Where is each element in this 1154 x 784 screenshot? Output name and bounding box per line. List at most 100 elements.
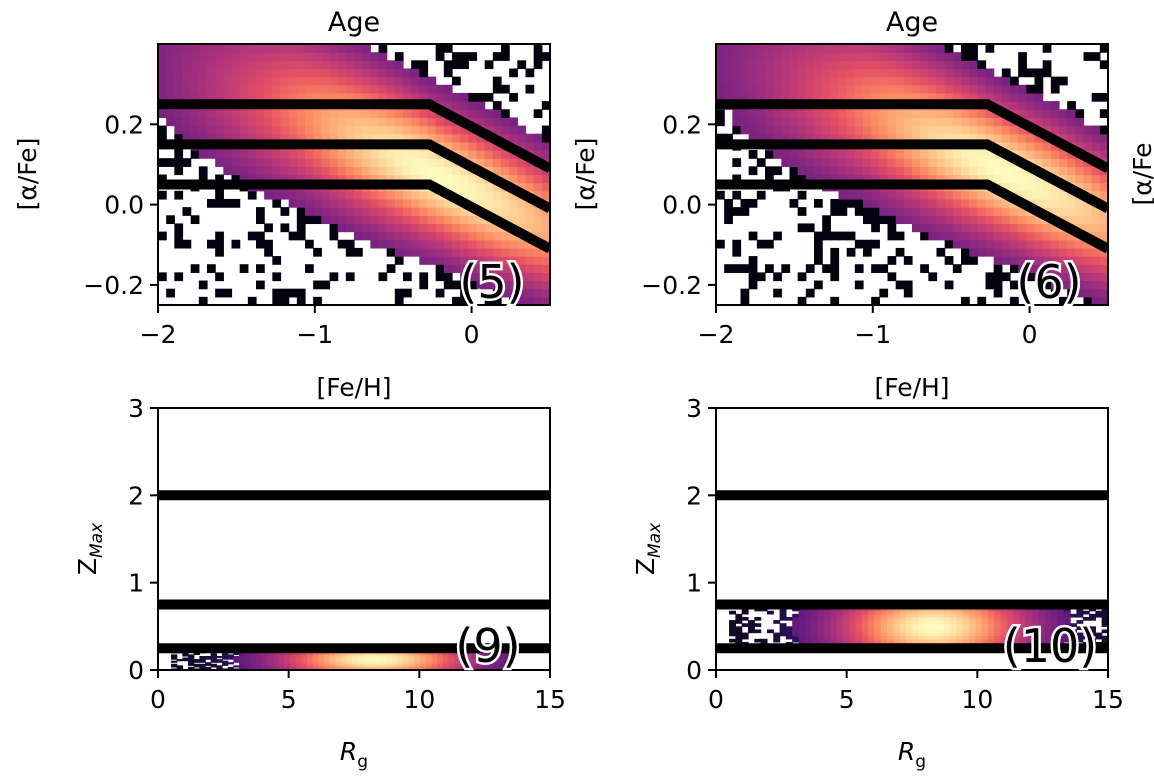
heatmap-cell <box>961 84 970 94</box>
heatmap-cell <box>1018 215 1027 225</box>
heatmap-cell <box>920 231 929 241</box>
heatmap-cell <box>943 632 951 637</box>
heatmap-cell <box>493 652 501 656</box>
heatmap-cell <box>296 231 306 241</box>
heatmap-cell <box>952 109 962 119</box>
heatmap-cell <box>903 84 913 94</box>
heatmap-cell <box>363 652 370 656</box>
heatmap-cell <box>817 620 825 624</box>
heatmap-cell <box>1000 638 1008 643</box>
heatmap-cell <box>525 272 535 282</box>
heatmap-cell <box>1000 623 1008 627</box>
heatmap-cell <box>380 655 387 659</box>
heatmap-cell <box>305 166 314 176</box>
heatmap-cell <box>188 654 195 657</box>
heatmap-cell <box>732 239 742 249</box>
heatmap-cell <box>357 665 365 668</box>
heatmap-cell <box>1075 109 1085 119</box>
heatmap-cell <box>740 125 750 135</box>
heatmap-cell <box>329 223 339 233</box>
heatmap-cell <box>1010 264 1019 273</box>
heatmap-cell <box>924 616 932 621</box>
heatmap-cell <box>378 198 388 208</box>
boundary-line <box>716 179 1108 254</box>
heatmap-cell <box>879 68 889 78</box>
heatmap-cell <box>1091 247 1101 257</box>
heatmap-cell <box>1063 616 1071 621</box>
heatmap-cell <box>394 150 404 159</box>
heatmap-cell <box>779 613 787 618</box>
heatmap-cell <box>773 133 782 143</box>
heatmap-cell <box>912 623 920 627</box>
heatmap-cell <box>1050 166 1060 176</box>
heatmap-cell <box>880 626 888 631</box>
heatmap-cell <box>335 665 342 668</box>
heatmap-cell <box>931 616 939 621</box>
heatmap-cell <box>975 638 983 643</box>
heatmap-cell <box>871 68 880 78</box>
heatmap-cell <box>492 150 502 159</box>
heatmap-cell <box>804 638 812 643</box>
heatmap-cell <box>1026 239 1036 249</box>
heatmap-cell <box>798 616 806 621</box>
heatmap-cell <box>887 76 897 86</box>
heatmap-cell <box>499 655 506 659</box>
heatmap-cell <box>222 652 229 656</box>
heatmap-cell <box>533 166 543 176</box>
heatmap-cell <box>460 296 469 305</box>
x-axis: −2 −1 0 <box>140 305 480 349</box>
heatmap-cell <box>842 635 850 640</box>
heatmap-cell <box>403 109 412 119</box>
heatmap-cell <box>484 264 494 273</box>
heatmap-cell <box>509 92 518 102</box>
heatmap-cell <box>264 239 273 249</box>
heatmap-cell <box>244 654 251 657</box>
heatmap-cell <box>716 52 725 61</box>
heatmap-cell <box>817 623 825 627</box>
heatmap-cell <box>1091 174 1101 184</box>
heatmap-cell <box>716 109 725 119</box>
heatmap-cell <box>977 150 987 159</box>
heatmap-cell <box>1057 623 1065 627</box>
heatmap-cell <box>525 141 535 151</box>
heatmap-cell <box>830 117 840 127</box>
heatmap-cell <box>448 652 455 656</box>
heatmap-cell <box>887 231 897 241</box>
heatmap-cell <box>880 632 888 637</box>
heatmap-cell <box>452 60 461 70</box>
heatmap-cell <box>1032 620 1040 624</box>
heatmap-cell <box>256 663 263 666</box>
heatmap-cell <box>874 620 882 624</box>
heatmap-cell <box>1057 626 1065 631</box>
heatmap-cell <box>411 231 420 241</box>
heatmap-cell <box>912 215 921 225</box>
heatmap-cell <box>244 665 251 668</box>
heatmap-cell <box>233 652 240 656</box>
heatmap-cell <box>912 84 921 94</box>
heatmap-cell <box>394 117 404 127</box>
heatmap-cell <box>403 665 410 668</box>
heatmap-cell <box>414 655 421 659</box>
heatmap-cell <box>171 663 178 666</box>
heatmap-cell <box>239 150 249 159</box>
heatmap-cell <box>370 166 380 176</box>
heatmap-cell <box>465 655 472 659</box>
heatmap-cell <box>830 616 838 621</box>
heatmap-cell <box>1067 256 1076 265</box>
heatmap-cell <box>928 52 938 61</box>
heatmap-cell <box>854 239 864 249</box>
heatmap-cell <box>975 610 983 615</box>
heatmap-cell <box>256 109 265 119</box>
heatmap-cell <box>321 109 331 119</box>
heatmap-cell <box>448 660 455 663</box>
heatmap-cell <box>267 654 274 657</box>
heatmap-cell <box>838 125 848 135</box>
heatmap-cell <box>928 190 938 200</box>
heatmap-cell <box>306 659 314 662</box>
heatmap-cell <box>411 133 420 143</box>
heatmap-cell <box>329 665 336 668</box>
heatmap-cell <box>956 616 964 621</box>
heatmap-cell <box>781 92 791 102</box>
heatmap-cell <box>419 109 429 119</box>
